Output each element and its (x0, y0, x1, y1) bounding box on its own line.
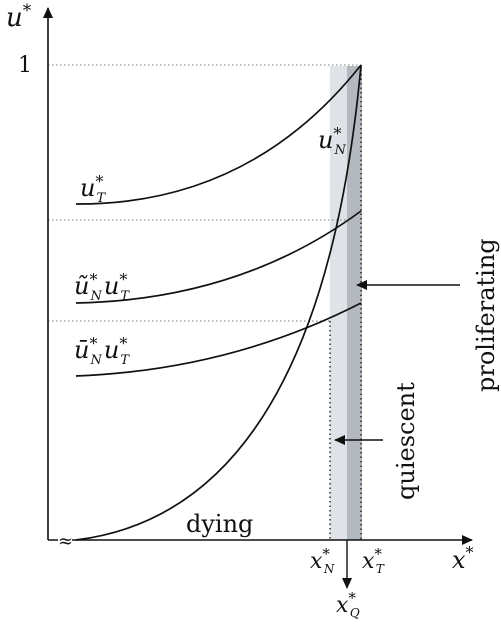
tilde-product-label: ũ* Nu* T (74, 270, 130, 304)
y-axis-label: u* (6, 1, 32, 33)
proliferating-band (347, 66, 362, 540)
tilde-product-curve (75, 210, 362, 304)
axis-break-icon: ≈ (58, 531, 73, 552)
uT-label: u* T (80, 172, 106, 206)
bar-product-label: ū* Nu* T (74, 334, 130, 368)
proliferating-label: proliferating (472, 238, 500, 392)
uT-curve (75, 64, 362, 205)
quiescent-band (330, 66, 347, 540)
quiescent-label: quiescent (392, 382, 420, 500)
xQ-label: x* Q (336, 589, 360, 620)
xT-label: x* T (362, 545, 385, 576)
axis-break-gap (58, 532, 72, 548)
y-tick-one: 1 (18, 53, 32, 78)
xN-label: x* N (310, 545, 335, 576)
bar-product-curve (75, 302, 362, 377)
uN-label: u* N (318, 124, 346, 158)
dying-label: dying (186, 510, 253, 538)
x-axis-label: x* (452, 543, 474, 574)
uN-curve (75, 64, 362, 541)
